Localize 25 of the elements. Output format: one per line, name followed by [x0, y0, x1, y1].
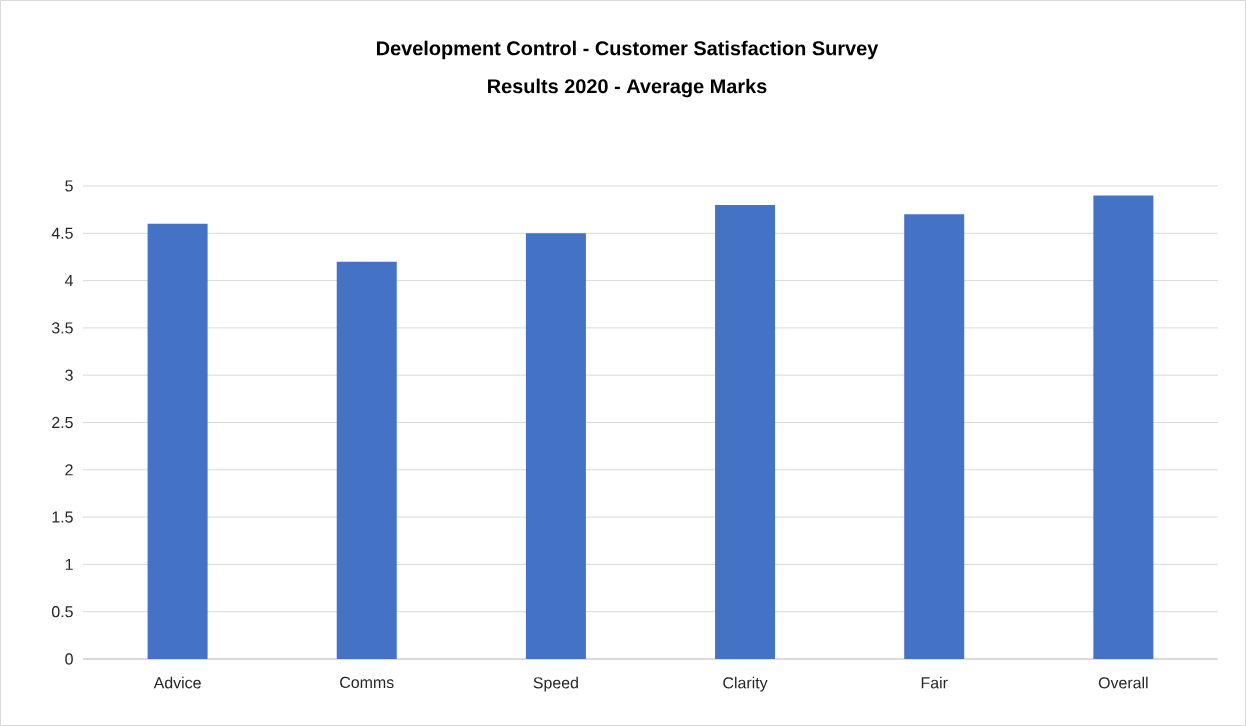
y-tick-label: 5: [65, 180, 73, 192]
bar: [336, 261, 397, 659]
bar: [525, 233, 586, 659]
y-tick-label: 1.5: [52, 511, 73, 523]
y-tick-label: 2: [65, 464, 73, 476]
bar: [715, 204, 776, 659]
y-tick-label: 2.5: [52, 416, 73, 429]
y-tick-label: 0.5: [51, 606, 73, 618]
chart-title: Development Control - Customer Satisfaction Survey: [377, 40, 879, 60]
y-tick-label: 3.5: [51, 322, 73, 334]
x-tick-label: Overall: [1098, 676, 1148, 689]
y-tick-label: 3: [65, 369, 73, 381]
bar: [904, 214, 965, 659]
chart-subtitle: Results 2020 - Average Marks: [488, 78, 767, 98]
bar: [147, 223, 208, 659]
x-tick-label: Clarity: [723, 676, 768, 692]
y-tick-label: 4.5: [51, 227, 73, 239]
x-tick-label: Advice: [153, 676, 201, 689]
bar: [1093, 195, 1154, 659]
x-tick-label: Comms: [340, 676, 394, 689]
y-tick-label: 4: [64, 275, 74, 287]
y-tick-label: 0: [65, 653, 73, 665]
y-tick-label: 1: [65, 558, 73, 570]
x-tick-label: Fair: [921, 676, 948, 689]
x-tick-label: Speed: [533, 676, 578, 692]
